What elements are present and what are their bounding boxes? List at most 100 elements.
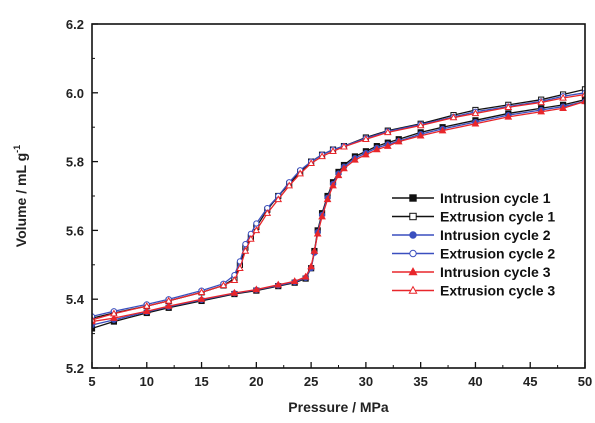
data-point (142, 301, 151, 309)
data-point (236, 264, 244, 271)
x-tick-label: 40 (468, 374, 482, 389)
data-point (285, 181, 294, 189)
data-point (307, 159, 315, 167)
data-point (110, 313, 118, 321)
data-point (197, 288, 206, 296)
legend-item: Intrusion cycle 1 (392, 190, 551, 206)
data-point (416, 131, 425, 139)
legend-item: Extrusion cycle 2 (392, 246, 555, 262)
legend-label: Intrusion cycle 1 (440, 190, 551, 206)
data-point (313, 229, 322, 237)
legend-label: Extrusion cycle 3 (440, 283, 555, 299)
data-point (449, 113, 458, 121)
series-line (92, 93, 585, 321)
y-axis: 5.2 5.4 5.6 5.8 6.0 6.2 (66, 17, 98, 376)
data-point (252, 226, 261, 234)
data-point (274, 195, 283, 203)
legend-marker (409, 249, 417, 258)
x-tick-label: 15 (194, 374, 208, 389)
x-tick-label: 25 (304, 374, 318, 389)
data-point (253, 220, 260, 227)
y-tick-label: 5.8 (66, 155, 84, 170)
data-point (241, 246, 250, 254)
data-point (263, 209, 272, 216)
data-point (274, 280, 283, 288)
data-point (230, 288, 239, 296)
data-point (219, 281, 228, 289)
data-point (296, 169, 304, 177)
x-tick-label: 35 (413, 374, 427, 389)
data-point (197, 295, 206, 302)
data-point (164, 301, 173, 309)
data-point (301, 272, 310, 280)
legend-item: Intrusion cycle 3 (392, 264, 551, 280)
data-point (559, 93, 567, 101)
x-tick-label: 20 (249, 374, 263, 389)
data-point (310, 246, 319, 254)
data-point (323, 195, 332, 203)
data-point (340, 142, 348, 150)
data-point (559, 104, 567, 111)
data-point (438, 126, 447, 134)
legend-marker (409, 231, 417, 239)
y-tick-label: 6.2 (66, 17, 84, 32)
data-point (329, 147, 337, 154)
data-point (581, 86, 585, 93)
data-point (329, 181, 337, 189)
data-point (230, 276, 239, 283)
series-6 (92, 90, 585, 323)
y-tick-label: 6.0 (66, 86, 84, 101)
legend-item: Extrusion cycle 1 (392, 209, 555, 225)
legend-label: Intrusion cycle 2 (440, 227, 551, 243)
legend-marker (409, 194, 417, 202)
data-point (290, 277, 299, 285)
legend-label: Intrusion cycle 3 (440, 264, 551, 280)
x-tick-label: 10 (140, 374, 154, 389)
legend-item: Extrusion cycle 3 (392, 283, 555, 299)
data-point (537, 98, 546, 106)
y-axis-title: Volume / mL g-1 (12, 145, 29, 247)
data-point (504, 103, 513, 110)
legend-marker (408, 285, 418, 294)
data-point (471, 119, 480, 127)
legend-marker (408, 267, 418, 276)
x-tick-label: 30 (359, 374, 373, 389)
data-point (318, 212, 326, 220)
data-point (537, 107, 546, 115)
legend: Intrusion cycle 1 Extrusion cycle 1 Intrus… (392, 190, 555, 299)
series-5 (92, 97, 585, 325)
legend-label: Extrusion cycle 2 (440, 246, 555, 262)
series-layer (92, 86, 585, 332)
data-point (383, 128, 392, 136)
data-point (351, 155, 359, 163)
series-line (92, 92, 585, 318)
x-tick-label: 5 (88, 374, 95, 389)
data-point (340, 164, 348, 172)
data-point (307, 262, 315, 270)
y-tick-label: 5.4 (66, 292, 85, 307)
data-point (471, 109, 480, 117)
data-point (334, 171, 343, 179)
y-axis-title-main: Volume / mL g (13, 153, 29, 247)
data-point (164, 296, 173, 304)
legend-item: Intrusion cycle 2 (392, 227, 551, 243)
x-tick-label: 50 (578, 374, 592, 389)
data-point (247, 234, 255, 242)
y-tick-label: 5.6 (66, 223, 84, 238)
data-point (110, 309, 118, 317)
x-axis: 5 10 15 20 25 30 35 40 45 50 (88, 362, 592, 389)
legend-marker (409, 212, 417, 221)
data-point (394, 137, 403, 145)
data-point (142, 307, 151, 314)
data-point (252, 285, 261, 293)
x-tick-label: 45 (523, 374, 537, 389)
data-point (373, 145, 381, 153)
legend-label: Extrusion cycle 1 (440, 209, 555, 225)
y-tick-label: 5.2 (66, 361, 84, 376)
data-point (416, 121, 425, 129)
data-point (383, 141, 392, 149)
y-axis-title-superscript: -1 (12, 145, 22, 153)
data-point (318, 152, 326, 160)
series-line (92, 100, 585, 323)
